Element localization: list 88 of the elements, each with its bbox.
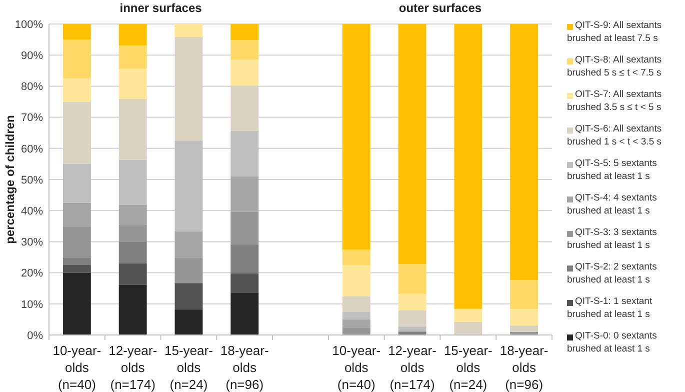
legend-label: QIT-S-4: 4 sextants brushed at least 1 s (567, 192, 658, 216)
y-tick-label: 0% (27, 330, 44, 342)
bar (174, 257, 203, 284)
bar (118, 24, 147, 46)
bar (342, 24, 370, 250)
y-tick-label: 90% (20, 50, 44, 62)
y-axis-title: percentage of children (3, 115, 17, 244)
legend-label: QIT-S-5: 5 sextants brushed at least 1 s (567, 158, 658, 182)
bar (174, 140, 203, 232)
y-tick-label: 40% (20, 205, 44, 218)
bar (230, 273, 259, 294)
bar (174, 231, 203, 258)
bar (62, 202, 91, 226)
bar (230, 60, 259, 86)
bar (62, 24, 91, 40)
bar (118, 98, 147, 160)
bar (174, 283, 203, 310)
bar (510, 309, 538, 326)
bar (118, 68, 147, 99)
bar (174, 37, 203, 141)
bar (230, 212, 259, 244)
legend-label: QIT-S-1: 1 sextant brushed at least 1 s (567, 296, 652, 320)
bar (510, 280, 538, 310)
bar (454, 308, 482, 322)
bar (118, 45, 147, 69)
bar (342, 312, 370, 320)
bar (118, 242, 147, 264)
x-tick-label: 12-year- olds (n=174) (388, 343, 436, 392)
y-tick-label: 60% (20, 143, 44, 156)
bar (62, 78, 91, 102)
bar (118, 204, 147, 224)
bar (62, 257, 91, 266)
bar (454, 322, 482, 335)
bar (118, 224, 147, 242)
bar (118, 160, 147, 205)
y-tick-label: 50% (20, 174, 44, 186)
bar (510, 24, 538, 280)
y-tick-label: 100% (14, 18, 44, 31)
bar (454, 24, 482, 309)
x-tick-label: 15-year- olds (n=24) (444, 343, 492, 392)
text: outer surfaces (398, 1, 482, 15)
bar (62, 272, 91, 335)
x-tick-label: 18-year- olds (n=96) (220, 343, 269, 392)
legend-label: QIT-S-3: 3 sextants brushed at least 1 s (567, 227, 658, 251)
x-tick-label: 10-year- olds (n=40) (52, 343, 102, 392)
bar (230, 40, 259, 60)
bar (230, 130, 259, 176)
bar (230, 244, 259, 274)
legend-label: QIT-S-0: 0 sextants brushed at least 1 s (567, 330, 658, 354)
bar (230, 24, 259, 40)
x-tick-label: 10-year- olds (n=40) (332, 343, 381, 392)
bar (342, 296, 370, 312)
legend-label: QIT-S-9: All sextants brushed at least 7.5 s (567, 20, 662, 44)
bar (230, 293, 259, 335)
bar (118, 284, 147, 335)
legend-label: QIT-S-6: All sextants brushed 1 s < t < 3.5 s (567, 124, 662, 148)
text: inner surfaces (120, 1, 202, 15)
x-tick-label: 18-year- olds (n=96) (500, 343, 548, 392)
x-tick-label: 12-year- olds (n=174) (108, 343, 158, 392)
bar (398, 264, 426, 294)
bar (342, 249, 370, 266)
bar (398, 294, 426, 310)
bar (62, 265, 91, 273)
bar (398, 24, 426, 264)
y-tick-label: 70% (20, 112, 44, 124)
bar (230, 176, 259, 212)
bar (342, 327, 370, 335)
bar (62, 164, 91, 203)
y-tick-label: 20% (20, 268, 44, 280)
bar (398, 310, 426, 326)
bar (342, 265, 370, 296)
x-tick-label: 15-year- olds (n=24) (164, 343, 213, 392)
y-tick-label: 80% (20, 81, 44, 94)
bar (230, 86, 259, 131)
bar (174, 309, 203, 335)
bar (398, 326, 426, 332)
y-tick-label: 30% (20, 236, 44, 249)
bar (342, 319, 370, 328)
bar (62, 102, 91, 164)
bar (510, 325, 538, 332)
bar (62, 226, 91, 258)
bar (174, 24, 203, 38)
legend-label: QIT-S-2: 2 sextants brushed at least 1 s (567, 262, 658, 286)
legend-label: QIT-S-8: All sextants brushed 5 s ≤ t < 7.5 s (567, 54, 662, 78)
y-tick-label: 10% (20, 298, 44, 311)
bar (62, 40, 91, 78)
bar (118, 263, 147, 285)
legend-label: OIT-S-7: All sextants brushed 3.5 s ≤ t < 5 s (567, 89, 662, 113)
